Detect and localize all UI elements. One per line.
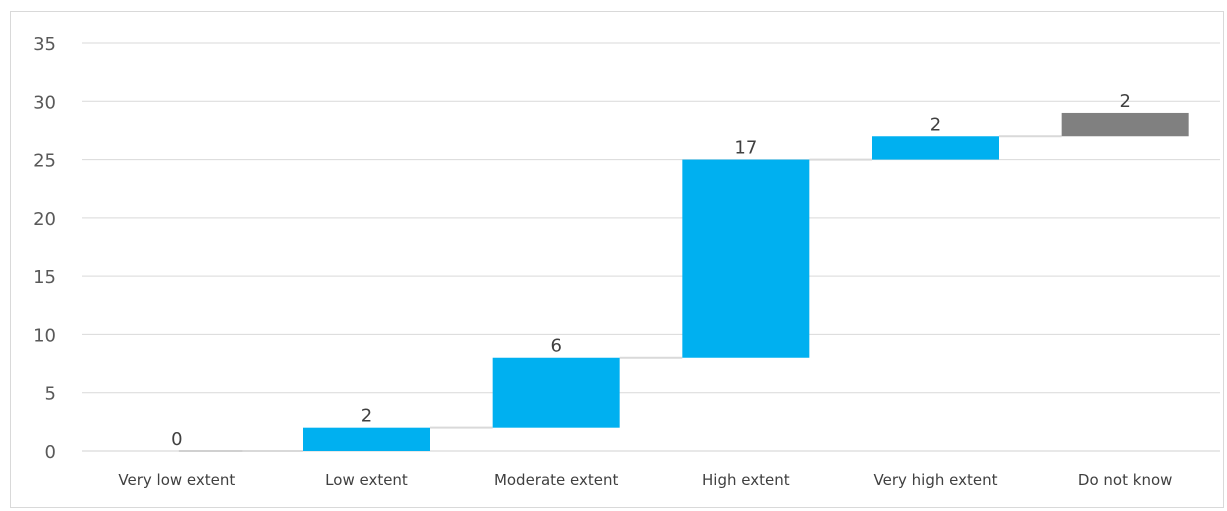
y-tick-label: 30	[33, 92, 56, 113]
y-tick-label: 15	[33, 267, 56, 288]
x-tick-label: High extent	[702, 471, 790, 489]
bar	[1061, 112, 1189, 137]
data-label: 2	[361, 406, 372, 427]
data-label: 2	[1119, 91, 1130, 112]
y-tick-label: 25	[33, 151, 56, 172]
data-label: 6	[550, 336, 561, 357]
bar	[682, 159, 810, 358]
x-tick-label: Moderate extent	[494, 471, 619, 489]
data-label: 0	[171, 429, 182, 450]
bar	[872, 136, 999, 160]
data-label: 17	[734, 138, 757, 159]
y-tick-label: 10	[33, 325, 56, 346]
y-tick-label: 5	[45, 384, 56, 405]
data-label: 2	[930, 114, 941, 135]
x-tick-label: Low extent	[325, 471, 408, 489]
x-tick-label: Do not know	[1078, 471, 1172, 489]
y-tick-label: 20	[33, 209, 56, 230]
x-tick-label: Very high extent	[874, 471, 998, 489]
bar	[303, 427, 430, 451]
y-tick-label: 0	[45, 442, 56, 463]
y-tick-label: 35	[33, 34, 56, 55]
bar	[492, 357, 620, 428]
x-tick-label: Very low extent	[118, 471, 235, 489]
